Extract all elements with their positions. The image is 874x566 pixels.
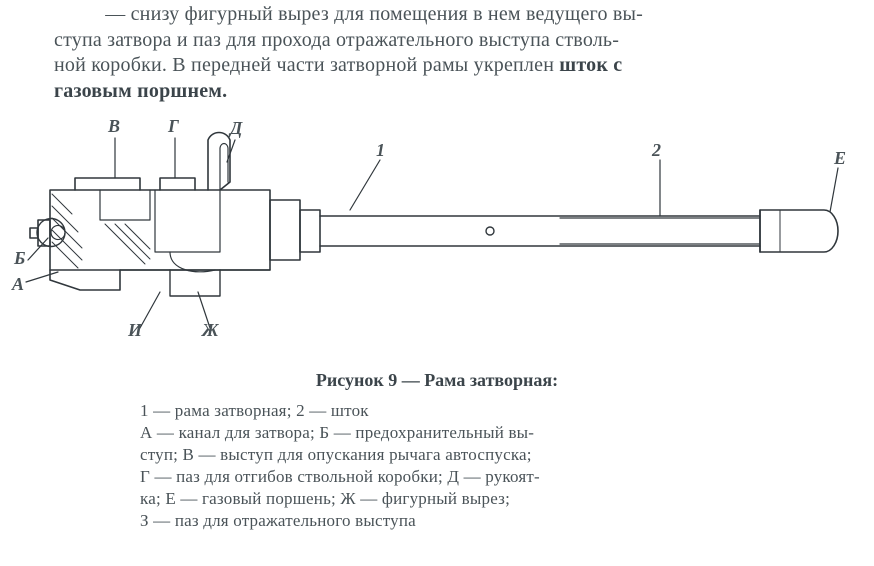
legend-l2: А — канал для затвора; Б — предохранител…	[140, 422, 760, 444]
label-Zh: Ж	[202, 320, 219, 341]
label-D: Д	[230, 118, 242, 139]
figure-caption: Рисунок 9 — Рама затворная:	[0, 370, 874, 391]
figure-legend: 1 — рама затворная; 2 — шток А — канал д…	[140, 400, 760, 533]
intro-line1: — снизу фигурный вырез для помещения в н…	[105, 3, 643, 25]
legend-l1: 1 — рама затворная; 2 — шток	[140, 400, 760, 422]
legend-l5: ка; Е — газовый поршень; Ж — фигурный вы…	[140, 488, 760, 510]
figure-svg	[20, 120, 854, 340]
intro-line3-plain: ной коробки. В передней части затворной …	[54, 54, 559, 76]
intro-paragraph: — снизу фигурный вырез для помещения в н…	[54, 2, 824, 104]
intro-line4-bold: газовым поршнем.	[54, 79, 824, 105]
label-A: А	[12, 274, 24, 295]
figure-9: В Г Д 1 2 Е Б А И Ж	[20, 120, 854, 340]
label-E: Е	[834, 148, 846, 169]
label-B: Б	[14, 248, 25, 269]
label-G: Г	[168, 116, 179, 137]
label-I: И	[128, 320, 142, 341]
intro-line2: ступа затвора и паз для прохода отражате…	[54, 28, 824, 54]
page: — снизу фигурный вырез для помещения в н…	[0, 0, 874, 566]
legend-l3: ступ; В — выступ для опускания рычага ав…	[140, 444, 760, 466]
legend-l4: Г — паз для отгибов ствольной коробки; Д…	[140, 466, 760, 488]
label-V: В	[108, 116, 120, 137]
intro-line3-bold: шток с	[559, 54, 622, 76]
legend-l6: З — паз для отражательного выступа	[140, 510, 760, 532]
label-1: 1	[376, 140, 385, 161]
label-2: 2	[652, 140, 661, 161]
